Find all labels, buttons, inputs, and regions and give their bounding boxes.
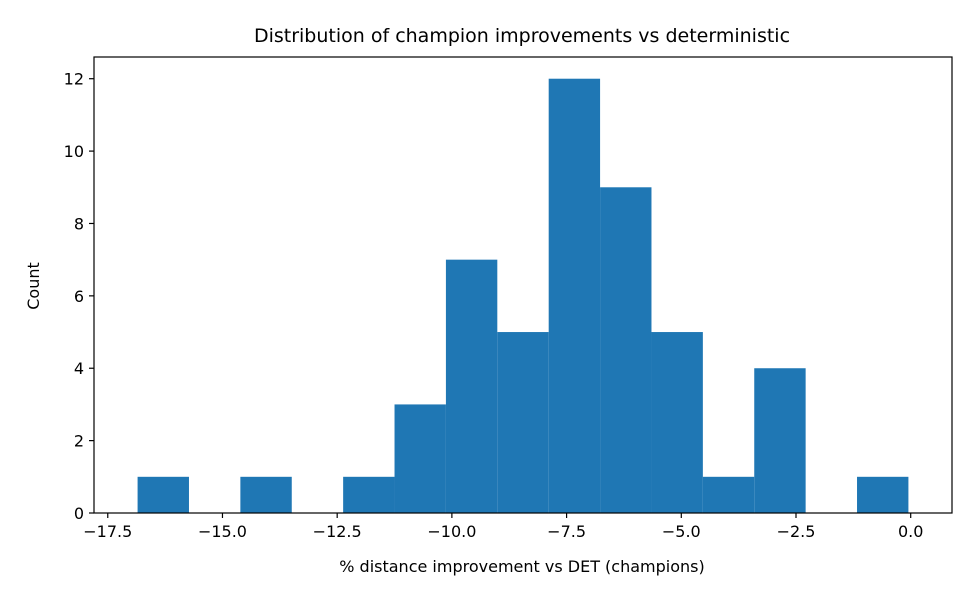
x-tick-label: 0.0 — [898, 522, 923, 541]
plot-frame — [93, 56, 953, 514]
histogram-bar-11 — [702, 476, 755, 513]
histogram-bar-6 — [445, 259, 498, 513]
histogram-bar-8 — [548, 78, 601, 513]
y-tick-label: 2 — [74, 432, 84, 451]
x-tick-label: −12.5 — [313, 522, 362, 541]
y-tick-label: 10 — [64, 142, 84, 161]
histogram-bar-10 — [651, 332, 703, 513]
bars-group — [137, 78, 909, 514]
chart-title: Distribution of champion improvements vs… — [254, 25, 790, 47]
y-axis-label: Count — [24, 262, 43, 310]
x-axis-ticks: −17.5 −15.0 −12.5 −10.0 −7.5 −5.0 −2.5 0.0 — [83, 513, 923, 541]
histogram-bar-12 — [754, 368, 806, 513]
y-tick-label: 4 — [74, 359, 84, 378]
histogram-bar-5 — [394, 404, 446, 513]
x-axis-label: % distance improvement vs DET (champions… — [339, 557, 704, 576]
histogram-bar-4 — [343, 476, 395, 513]
y-tick-label: 12 — [64, 70, 84, 89]
y-tick-label: 0 — [74, 504, 84, 523]
y-tick-label: 8 — [74, 214, 84, 233]
x-tick-label: −17.5 — [83, 522, 132, 541]
histogram-bar-7 — [497, 332, 549, 513]
x-tick-label: −2.5 — [777, 522, 816, 541]
x-tick-label: −10.0 — [427, 522, 476, 541]
x-tick-label: −15.0 — [198, 522, 247, 541]
histogram-bar-0 — [137, 476, 189, 513]
histogram-bar-14 — [857, 476, 909, 513]
x-tick-label: −7.5 — [547, 522, 586, 541]
y-tick-label: 6 — [74, 287, 84, 306]
y-axis-ticks: 0 2 4 6 8 10 12 — [64, 70, 94, 523]
histogram-bar-9 — [600, 187, 652, 514]
histogram-bar-2 — [240, 476, 292, 513]
x-tick-label: −5.0 — [662, 522, 701, 541]
